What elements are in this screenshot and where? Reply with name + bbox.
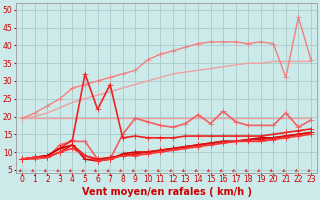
X-axis label: Vent moyen/en rafales ( km/h ): Vent moyen/en rafales ( km/h ) — [82, 187, 252, 197]
